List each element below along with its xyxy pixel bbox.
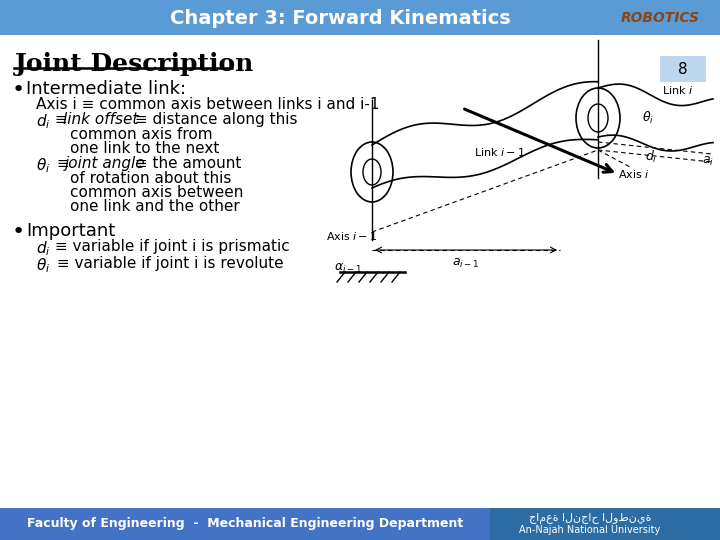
Text: Axis $i-1$: Axis $i-1$ (326, 230, 378, 242)
FancyBboxPatch shape (0, 508, 720, 540)
Text: $\theta_i$: $\theta_i$ (642, 110, 654, 126)
Text: $d_i$: $d_i$ (36, 112, 50, 131)
Text: ≡: ≡ (52, 156, 74, 171)
Text: Chapter 3: Forward Kinematics: Chapter 3: Forward Kinematics (170, 9, 510, 28)
FancyBboxPatch shape (0, 0, 720, 35)
Text: $\theta_i$: $\theta_i$ (36, 256, 50, 275)
Text: of rotation about this: of rotation about this (70, 171, 231, 186)
Text: one link and the other: one link and the other (70, 199, 240, 214)
Text: ≡ distance along this: ≡ distance along this (130, 112, 297, 127)
Text: جامعة النجاح الوطنية: جامعة النجاح الوطنية (528, 512, 651, 523)
Text: $\theta_i$: $\theta_i$ (36, 156, 50, 175)
Text: ROBOTICS: ROBOTICS (621, 11, 700, 25)
Text: $d_i$: $d_i$ (645, 149, 657, 165)
Text: one link to the next: one link to the next (70, 141, 220, 156)
Text: $\alpha_{i-1}$: $\alpha_{i-1}$ (334, 261, 362, 274)
Text: joint angle: joint angle (65, 156, 145, 171)
Text: common axis from: common axis from (70, 127, 212, 142)
Text: •: • (12, 80, 25, 100)
Text: Link $i-1$: Link $i-1$ (474, 146, 526, 158)
Text: Axis i ≡ common axis between links i and i-1: Axis i ≡ common axis between links i and… (36, 97, 379, 112)
Text: •: • (12, 222, 25, 242)
Text: Intermediate link:: Intermediate link: (26, 80, 186, 98)
Text: Important: Important (26, 222, 115, 240)
Text: $a_i$: $a_i$ (702, 154, 714, 167)
Text: common axis between: common axis between (70, 185, 243, 200)
Text: Joint Description: Joint Description (15, 52, 254, 76)
Text: $d_i$: $d_i$ (36, 239, 50, 258)
Text: ≡ variable if joint i is prismatic: ≡ variable if joint i is prismatic (50, 239, 289, 254)
Text: $a_{i-1}$: $a_{i-1}$ (452, 257, 480, 270)
Text: An-Najah National University: An-Najah National University (519, 525, 661, 535)
Text: ≡: ≡ (50, 112, 73, 127)
Text: link offset: link offset (63, 112, 138, 127)
Text: ≡ the amount: ≡ the amount (130, 156, 241, 171)
FancyBboxPatch shape (490, 508, 720, 540)
Text: Faculty of Engineering  -  Mechanical Engineering Department: Faculty of Engineering - Mechanical Engi… (27, 517, 463, 530)
FancyBboxPatch shape (660, 56, 706, 82)
Text: ≡ variable if joint i is revolute: ≡ variable if joint i is revolute (52, 256, 284, 271)
Text: Link $i$: Link $i$ (662, 84, 693, 96)
Text: 8: 8 (678, 62, 688, 77)
Text: Axis $i$: Axis $i$ (618, 168, 649, 180)
